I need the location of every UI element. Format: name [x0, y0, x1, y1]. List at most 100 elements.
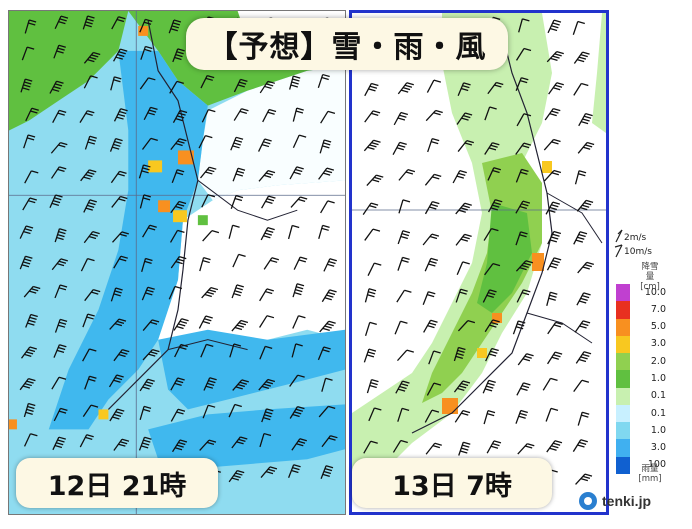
wind-barb-flag [175, 205, 183, 210]
wind-barb-flag [240, 78, 248, 82]
wind-barb-flag [552, 201, 560, 205]
wind-barb-flag [58, 436, 66, 440]
wind-barb-flag [23, 230, 31, 235]
map-title: 【予想】雪・雨・風 [186, 18, 508, 70]
wind-barb-flag [58, 44, 66, 48]
wind-barb-flag [374, 407, 382, 411]
wind-barb [174, 344, 182, 358]
wind-barb-flag [549, 206, 558, 211]
wind-barb-flag [496, 81, 504, 86]
wind-barb-flag [29, 197, 37, 201]
wind-barb [199, 439, 210, 451]
wind-barb-flag [373, 139, 381, 143]
wind-barb-flag [33, 285, 41, 290]
wind-barb-flag [550, 407, 559, 411]
wind-barb-flag [113, 379, 121, 383]
wind-barb-flag [178, 323, 186, 327]
wind-barb-flag [144, 436, 152, 440]
wind-barb-flag [486, 412, 495, 417]
wind-barb-flag [233, 343, 242, 347]
wind-barb-flag [89, 199, 97, 203]
wind-barb-flag [87, 15, 95, 19]
wind-barb [487, 199, 496, 213]
wind-barb-flag [59, 18, 67, 22]
wind-barb-flag [120, 195, 128, 200]
wind-barb [260, 227, 269, 241]
wind-barb-flag [83, 176, 91, 180]
wind-barb [572, 439, 582, 452]
wind-barb [517, 443, 528, 455]
wind-barb-flag [430, 140, 439, 145]
wind-barb-flag [208, 439, 217, 443]
scale-segment [616, 370, 630, 388]
wind-barb [546, 257, 555, 271]
wind-barb-flag [330, 435, 338, 439]
wind-barb-flag [371, 379, 379, 383]
wind-barb-flag [519, 234, 527, 238]
wind-barb [228, 225, 234, 239]
wind-barb-flag [551, 356, 559, 360]
wind-barb [366, 174, 377, 186]
wind-barb [83, 231, 94, 244]
wind-barb-flag [489, 324, 497, 328]
wind-barb [484, 319, 494, 333]
wind-barb-flag [492, 442, 500, 447]
wind-barb [113, 108, 122, 122]
wind-barb-flag [118, 198, 126, 202]
wind-barb-flag [236, 441, 244, 445]
wind-barb-flag [113, 413, 122, 417]
wind-barb-flag [266, 288, 274, 292]
wind-barb-flag [492, 142, 500, 146]
wind-barb [426, 382, 435, 396]
wind-barb-flag [206, 441, 215, 446]
wind-barb [23, 134, 29, 149]
wind-barb-flag [31, 288, 39, 292]
wind-barb-flag [265, 345, 273, 349]
wind-barb-flag [264, 138, 272, 142]
wind-barb-flag [208, 404, 216, 408]
wind-barb [422, 291, 429, 306]
wind-barb-flag [370, 381, 378, 386]
wind-barb-flag [56, 349, 65, 353]
wind-barb [110, 76, 115, 91]
wind-barb-flag [204, 318, 212, 322]
wind-barb-flag [267, 80, 276, 84]
wind-barb-flag [459, 385, 467, 389]
wind-barb-flag [520, 231, 528, 235]
wind-barb [484, 263, 494, 276]
wind-barb-flag [265, 172, 274, 176]
wind-barb-flag [462, 261, 470, 265]
wind-barb-flag [121, 438, 130, 442]
wind-barb [547, 19, 555, 34]
wind-barb-flag [23, 84, 31, 88]
wind-barb-flag [207, 194, 216, 198]
wind-barb-flag [551, 25, 559, 29]
wind-barb [397, 257, 404, 271]
wind-barb-flag [518, 415, 526, 419]
wind-barb-flag [206, 291, 214, 295]
wind-barb-flag [119, 258, 127, 262]
time-label-right: 13日 7時 [352, 458, 552, 508]
wind-barb [169, 230, 179, 243]
scale-label: 7.0 [650, 303, 666, 315]
wind-barb-flag [170, 28, 178, 32]
wind-barb [50, 142, 61, 154]
wind-barb [54, 319, 61, 333]
wind-barb-flag [495, 199, 503, 203]
wind-barb-flag [371, 82, 379, 87]
wind-barb-flag [31, 170, 39, 174]
wind-barb [263, 257, 273, 270]
wind-barb-flag [523, 142, 532, 146]
wind-barb-flag [175, 261, 183, 265]
wind-barb [455, 288, 462, 303]
wind-barb-flag [581, 379, 590, 383]
wind-barb-flag [461, 87, 469, 92]
wind-barb-flag [585, 112, 593, 117]
wind-barb [577, 142, 588, 154]
wind-barb-flag [143, 164, 151, 168]
wind-barb-flag [115, 411, 123, 415]
wind-barb-flag [430, 319, 438, 323]
wind-barb [82, 15, 89, 30]
wind-barb-flag [322, 327, 330, 331]
